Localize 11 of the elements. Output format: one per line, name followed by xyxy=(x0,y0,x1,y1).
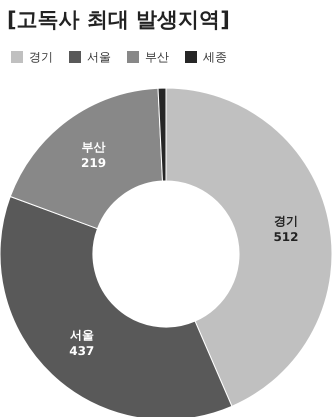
data-label: 219 xyxy=(81,156,106,170)
slice-label: 서울 xyxy=(70,328,94,342)
chart-title: [고독사 최대 발생지역] xyxy=(7,8,230,32)
legend-label: 경기 xyxy=(29,50,53,64)
slice-label: 경기 xyxy=(274,214,298,228)
legend-label: 서울 xyxy=(87,50,111,64)
legend-label: 부산 xyxy=(145,50,169,64)
slice-label: 부산 xyxy=(82,140,106,154)
data-label: 437 xyxy=(69,344,94,358)
legend-label: 세종 xyxy=(203,50,227,64)
data-label: 512 xyxy=(273,230,299,244)
